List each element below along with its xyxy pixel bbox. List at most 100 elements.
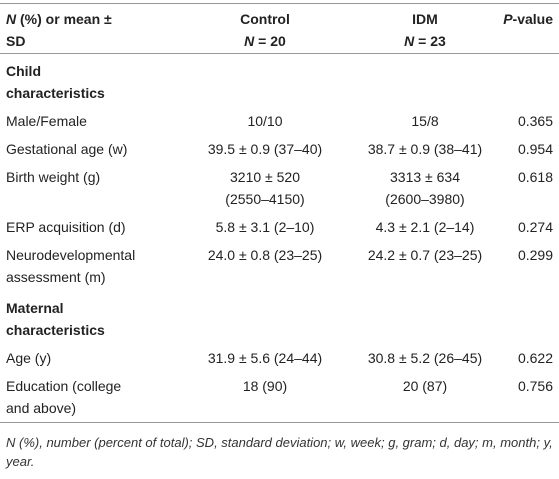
cell-text: 0.756 (517, 378, 553, 394)
cell-text: 10/10 (247, 113, 283, 129)
header-text: SD (6, 33, 26, 49)
data-table: N (%) or mean ± SD Control N = 20 IDM N = 23 P… (0, 3, 559, 423)
table-cell: 24.0 ± 0.8 (23–25) (180, 241, 350, 291)
table-row: Education (college and above) 18 (90) 20 (8… (0, 372, 559, 423)
cell-text: 0.622 (517, 350, 553, 366)
header-cell: N (%) or mean ± SD (0, 3, 180, 54)
header-row: N (%) or mean ± SD Control N = 20 IDM N = 23 P… (0, 3, 559, 54)
cell-line: and above) (6, 400, 77, 416)
cell-text: ERP acquisition (d) (6, 219, 126, 235)
cell-text: Birth weight (g) (6, 169, 101, 185)
cell-line: assessment (m) (6, 269, 106, 285)
table-cell: 5.8 ± 3.1 (2–10) (180, 213, 350, 241)
header-line: Control (180, 8, 350, 30)
header-line: N = 20 (180, 30, 350, 52)
footnote: N (%), number (percent of total); SD, st… (6, 435, 553, 469)
table-cell: 3210 ± 520 (2550–4150) (180, 163, 350, 213)
cell-text: 5.8 ± 3.1 (2–10) (215, 219, 315, 235)
table-cell: 4.3 ± 2.1 (2–14) (350, 213, 500, 241)
cell-line: 3313 ± 634 (390, 169, 460, 185)
header-text: = 20 (254, 33, 286, 49)
table-cell: 0.274 (500, 213, 559, 241)
header-cell: P-value (500, 3, 559, 54)
cell-text: 31.9 ± 5.6 (24–44) (207, 350, 323, 366)
header-text: N (244, 33, 255, 49)
table-body: Child characteristics Male/Female 10/10 15/8… (0, 54, 559, 423)
header-text: N (404, 33, 415, 49)
cell-text: 20 (87) (402, 378, 448, 394)
table-cell: 31.9 ± 5.6 (24–44) (180, 344, 350, 372)
cell-text: 38.7 ± 0.9 (38–41) (367, 141, 483, 157)
header-cell: IDM N = 23 (350, 3, 500, 54)
header-text: (%) or mean ± (16, 11, 112, 27)
table-cell: 20 (87) (350, 372, 500, 423)
header-text: -value (512, 11, 553, 27)
table-header: N (%) or mean ± SD Control N = 20 IDM N = 23 P… (0, 3, 559, 54)
table-cell: 30.8 ± 5.2 (26–45) (350, 344, 500, 372)
cell-text: 0.274 (517, 219, 553, 235)
table-cell: 24.2 ± 0.7 (23–25) (350, 241, 500, 291)
section-row: Maternal characteristics (0, 291, 559, 344)
table-cell: 0.618 (500, 163, 559, 213)
cell-text: Male/Female (6, 113, 87, 129)
cell-text: 0.618 (517, 169, 553, 185)
cell-text: 15/8 (411, 113, 439, 129)
table-cell: 38.7 ± 0.9 (38–41) (350, 135, 500, 163)
cell-line: 3210 ± 520 (230, 169, 300, 185)
table-cell: 0.299 (500, 241, 559, 291)
cell-line: Maternal (6, 300, 64, 316)
cell-line: characteristics (6, 322, 105, 338)
table-cell: 15/8 (350, 107, 500, 135)
table-cell: 39.5 ± 0.9 (37–40) (180, 135, 350, 163)
table-cell: 0.622 (500, 344, 559, 372)
table-cell: 0.365 (500, 107, 559, 135)
table-cell: 18 (90) (180, 372, 350, 423)
header-text: IDM (412, 11, 438, 27)
table-row: Age (y) 31.9 ± 5.6 (24–44) 30.8 ± 5.2 (26–… (0, 344, 559, 372)
header-line: N (%) or mean ± (6, 8, 180, 30)
row-label: Neurodevelopmental assessment (m) (0, 241, 180, 291)
cell-line: characteristics (6, 85, 105, 101)
cell-text: 30.8 ± 5.2 (26–45) (367, 350, 483, 366)
header-text: N (6, 11, 17, 27)
row-label: Age (y) (0, 344, 180, 372)
table-row: Birth weight (g) 3210 ± 520 (2550–4150) 331… (0, 163, 559, 213)
cell-text: Gestational age (w) (6, 141, 128, 157)
section-title: Child characteristics (0, 54, 559, 108)
cell-text: 0.365 (517, 113, 553, 129)
table-cell: 0.954 (500, 135, 559, 163)
section-title: Maternal characteristics (0, 291, 559, 344)
table-cell: 0.756 (500, 372, 559, 423)
cell-line: Education (college (6, 378, 122, 394)
cell-text: 4.3 ± 2.1 (2–14) (375, 219, 475, 235)
header-line: IDM (350, 8, 500, 30)
cell-text: 24.2 ± 0.7 (23–25) (367, 247, 483, 263)
cell-text: 39.5 ± 0.9 (37–40) (207, 141, 323, 157)
cell-text: 0.299 (517, 247, 553, 263)
table-row: Male/Female 10/10 15/8 0.365 (0, 107, 559, 135)
cell-line: (2600–3980) (385, 191, 465, 207)
cell-text: 18 (90) (242, 378, 288, 394)
row-label: Male/Female (0, 107, 180, 135)
row-label: ERP acquisition (d) (0, 213, 180, 241)
table-row: Gestational age (w) 39.5 ± 0.9 (37–40) 38.… (0, 135, 559, 163)
table-row: ERP acquisition (d) 5.8 ± 3.1 (2–10) 4.3 ±… (0, 213, 559, 241)
cell-text: 24.0 ± 0.8 (23–25) (207, 247, 323, 263)
table-cell: 10/10 (180, 107, 350, 135)
cell-line: Neurodevelopmental (6, 247, 136, 263)
cell-text: Age (y) (6, 350, 52, 366)
header-text: P (503, 11, 513, 27)
header-line: P-value (500, 8, 553, 30)
cell-line: Child (6, 63, 41, 79)
header-line: N = 23 (350, 30, 500, 52)
table-cell: 3313 ± 634 (2600–3980) (350, 163, 500, 213)
header-line: SD (6, 30, 180, 52)
cell-text: 0.954 (517, 141, 553, 157)
cell-line: (2550–4150) (225, 191, 305, 207)
header-text: = 23 (414, 33, 446, 49)
section-row: Child characteristics (0, 54, 559, 108)
row-label: Gestational age (w) (0, 135, 180, 163)
page: N (%) or mean ± SD Control N = 20 IDM N = 23 P… (0, 3, 559, 479)
row-label: Education (college and above) (0, 372, 180, 423)
row-label: Birth weight (g) (0, 163, 180, 213)
